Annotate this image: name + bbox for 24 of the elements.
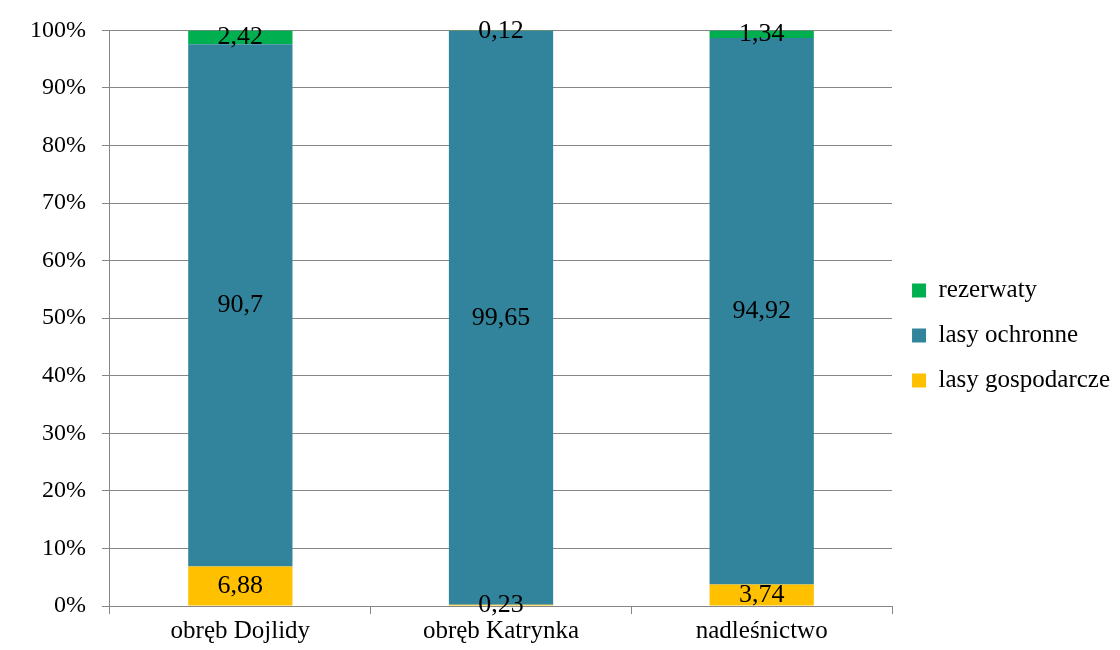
data-label: 90,7	[217, 289, 264, 319]
y-tick-label: 70%	[41, 188, 86, 215]
y-tick-label: 60%	[41, 245, 86, 272]
x-tick-label: nadleśnictwo	[695, 615, 828, 643]
data-label: 94,92	[732, 295, 791, 325]
y-tick-label: 90%	[41, 73, 86, 100]
bar	[709, 584, 814, 606]
y-tick-label: 50%	[41, 303, 86, 330]
data-label: 3,74	[738, 578, 785, 608]
x-tick-label: obręb Dojlidy	[170, 615, 311, 643]
data-label: 99,65	[471, 301, 531, 331]
legend-label: lasy ochronne	[938, 320, 1079, 348]
x-tick-label: obręb Katrynka	[422, 615, 580, 643]
y-tick-label: 40%	[41, 361, 86, 388]
y-tick-label: 100%	[29, 15, 86, 42]
y-tick-label: 0%	[53, 591, 86, 618]
legend-label: lasy gospodarcze	[938, 365, 1111, 393]
data-label: 6,88	[217, 569, 264, 599]
bar	[188, 566, 293, 606]
y-tick-label: 30%	[41, 418, 86, 445]
y-tick-label: 20%	[41, 476, 86, 503]
y-tick-label: 80%	[41, 130, 86, 157]
y-tick-label: 10%	[41, 533, 86, 560]
legend-label: rezerwaty	[938, 275, 1038, 303]
